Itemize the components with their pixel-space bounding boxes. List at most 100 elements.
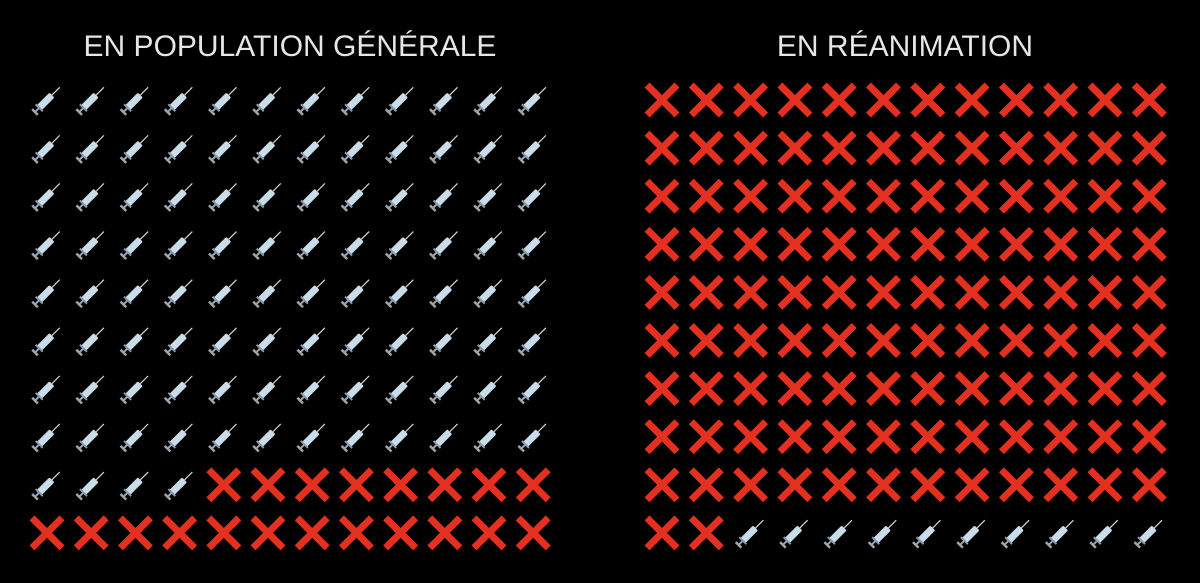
syringe-icon bbox=[473, 86, 503, 116]
syringe-icon bbox=[296, 183, 326, 212]
syringe-icon bbox=[956, 519, 986, 549]
cross-icon bbox=[338, 515, 374, 551]
syringe-icon bbox=[252, 279, 282, 309]
cross-icon bbox=[471, 467, 507, 503]
syringe-icon bbox=[384, 279, 414, 309]
cross-icon bbox=[688, 371, 724, 407]
cross-icon bbox=[733, 226, 769, 262]
cross-icon bbox=[866, 274, 901, 310]
cross-icon bbox=[733, 274, 769, 310]
syringe-icon bbox=[340, 231, 370, 261]
cross-icon bbox=[821, 419, 857, 455]
cross-icon bbox=[644, 371, 680, 407]
cross-icon bbox=[688, 419, 724, 455]
cross-icon bbox=[866, 178, 901, 214]
cross-icon bbox=[910, 226, 946, 262]
cross-icon bbox=[998, 178, 1034, 214]
syringe-icon bbox=[384, 86, 414, 116]
cross-icon bbox=[1087, 82, 1123, 118]
cross-icon bbox=[821, 323, 857, 358]
syringe-icon bbox=[823, 519, 853, 549]
cross-icon bbox=[1087, 419, 1123, 455]
syringe-icon bbox=[252, 183, 282, 212]
cross-icon bbox=[1131, 323, 1167, 358]
cross-icon bbox=[515, 467, 551, 503]
cross-icon bbox=[1043, 178, 1079, 214]
cross-icon bbox=[954, 323, 990, 358]
cross-icon bbox=[688, 323, 724, 358]
cross-icon bbox=[998, 274, 1034, 310]
cross-icon bbox=[73, 515, 109, 551]
syringe-icon bbox=[119, 86, 149, 116]
cross-icon bbox=[644, 130, 680, 166]
syringe-icon bbox=[31, 327, 61, 357]
cross-icon bbox=[383, 515, 419, 551]
cross-icon bbox=[866, 467, 901, 503]
syringe-icon bbox=[340, 183, 370, 212]
cross-icon bbox=[821, 274, 857, 310]
cross-icon bbox=[1043, 323, 1079, 358]
cross-icon bbox=[821, 467, 857, 503]
cross-icon bbox=[471, 515, 507, 551]
syringe-icon bbox=[208, 134, 237, 164]
cross-icon bbox=[910, 178, 946, 214]
syringe-icon bbox=[473, 183, 503, 212]
cross-icon bbox=[910, 371, 946, 407]
syringe-icon bbox=[473, 375, 503, 405]
cross-icon bbox=[998, 371, 1034, 407]
syringe-icon bbox=[252, 375, 282, 405]
cross-icon bbox=[1043, 82, 1079, 118]
cross-icon bbox=[1087, 371, 1123, 407]
cross-icon bbox=[1131, 178, 1167, 214]
syringe-icon bbox=[384, 423, 414, 453]
cross-icon bbox=[998, 226, 1034, 262]
cross-icon bbox=[866, 130, 901, 166]
syringe-icon bbox=[75, 471, 105, 501]
cross-icon bbox=[733, 82, 769, 118]
cross-icon bbox=[777, 274, 813, 310]
cross-icon bbox=[644, 467, 680, 503]
cross-icon bbox=[206, 467, 242, 503]
syringe-icon bbox=[119, 423, 149, 453]
syringe-icon bbox=[473, 279, 503, 309]
cross-icon bbox=[688, 515, 724, 551]
syringe-icon bbox=[296, 375, 326, 405]
syringe-icon bbox=[163, 183, 193, 212]
cross-icon bbox=[1043, 419, 1079, 455]
syringe-icon bbox=[252, 423, 282, 453]
syringe-icon bbox=[429, 134, 458, 164]
cross-icon bbox=[688, 226, 724, 262]
cross-icon bbox=[688, 130, 724, 166]
cross-icon bbox=[294, 467, 330, 503]
cross-icon bbox=[733, 178, 769, 214]
cross-icon bbox=[1131, 371, 1167, 407]
syringe-icon bbox=[734, 519, 764, 549]
syringe-icon bbox=[119, 471, 149, 501]
syringe-icon bbox=[340, 375, 370, 405]
cross-icon bbox=[910, 130, 946, 166]
syringe-icon bbox=[163, 231, 193, 261]
cross-icon bbox=[427, 467, 463, 503]
syringe-icon bbox=[296, 423, 326, 453]
syringe-icon bbox=[384, 183, 414, 212]
syringe-icon bbox=[252, 86, 282, 116]
cross-icon bbox=[954, 371, 990, 407]
cross-icon bbox=[1043, 467, 1079, 503]
syringe-icon bbox=[163, 327, 193, 357]
cross-icon bbox=[688, 178, 724, 214]
syringe-icon bbox=[296, 327, 326, 357]
syringe-icon bbox=[429, 423, 458, 453]
syringe-icon bbox=[429, 183, 458, 212]
cross-icon bbox=[821, 130, 857, 166]
syringe-icon bbox=[384, 231, 414, 261]
syringe-icon bbox=[163, 471, 193, 501]
cross-icon bbox=[162, 515, 198, 551]
cross-icon bbox=[206, 515, 242, 551]
cross-icon bbox=[954, 226, 990, 262]
syringe-icon bbox=[1044, 519, 1074, 549]
cross-icon bbox=[866, 371, 901, 407]
syringe-icon bbox=[517, 231, 547, 261]
cross-icon bbox=[688, 467, 724, 503]
cross-icon bbox=[910, 274, 946, 310]
